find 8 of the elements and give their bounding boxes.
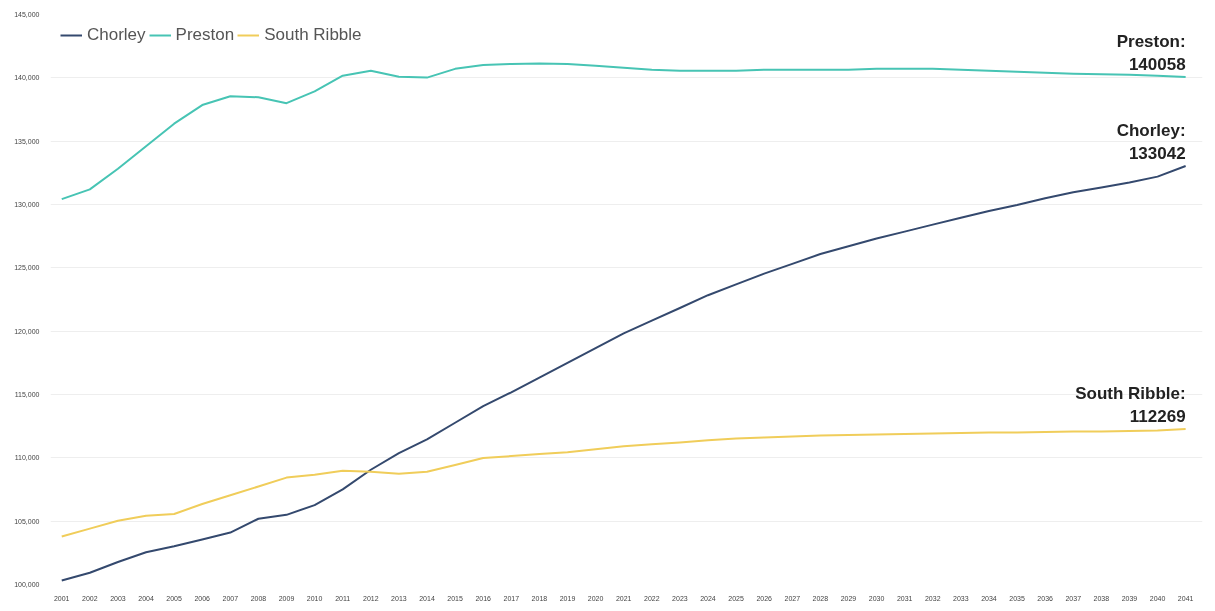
annotation: Chorley: 133042 <box>1116 121 1186 163</box>
annotation: Preston: 140058 <box>1116 32 1186 75</box>
legend-label: South Ribble <box>264 25 362 45</box>
annotation: South Ribble: 112269 <box>1075 384 1186 427</box>
line-series <box>60 164 1187 582</box>
legend-label: Preston <box>175 25 235 45</box>
legend-label: Chorley <box>87 25 146 45</box>
line-series <box>60 428 1187 538</box>
